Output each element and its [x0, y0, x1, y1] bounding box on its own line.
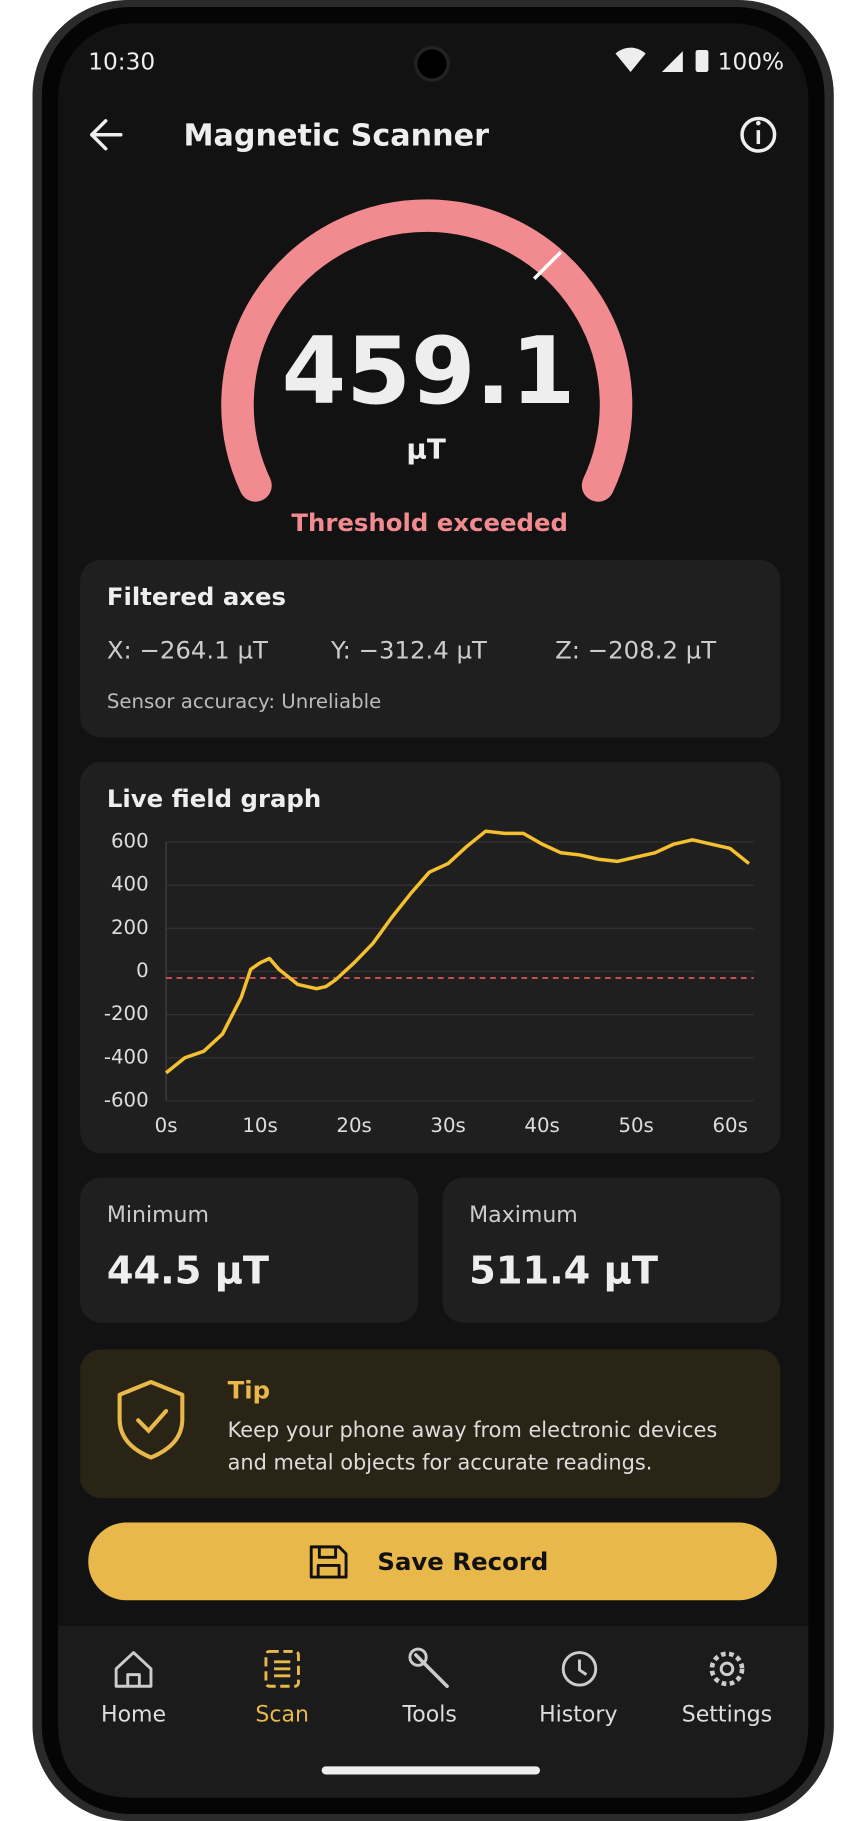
tip-title: Tip	[228, 1375, 270, 1404]
nav-history[interactable]: History	[539, 1651, 618, 1728]
axis-x: X: −264.1 µT	[107, 636, 268, 665]
x-tick-label: 20s	[336, 1114, 371, 1137]
nav-label: Tools	[402, 1702, 457, 1727]
tip-text: and metal objects for accurate readings.	[228, 1450, 653, 1474]
y-tick-label: -200	[104, 1002, 149, 1025]
stat-label: Minimum	[107, 1203, 209, 1228]
x-tick-label: 0s	[155, 1114, 178, 1137]
card-title: Filtered axes	[107, 582, 286, 611]
graph-card	[80, 761, 781, 1154]
axis-y: Y: −312.4 µT	[330, 636, 487, 665]
nav-label: Settings	[682, 1702, 772, 1727]
camera	[414, 45, 451, 82]
battery-icon	[695, 49, 709, 73]
nav-label: History	[539, 1702, 617, 1727]
x-tick-label: 10s	[242, 1114, 277, 1137]
wifi-icon	[615, 47, 646, 73]
nav-bar	[58, 1625, 809, 1798]
gauge-arc	[221, 199, 633, 502]
status-battery: 100%	[718, 48, 784, 75]
sensor-accuracy: Sensor accuracy: Unreliable	[107, 690, 381, 713]
button-label: Save Record	[377, 1547, 548, 1576]
back-button[interactable]	[90, 119, 123, 151]
chart-title: Live field graph	[107, 784, 321, 813]
stat-value: 44.5 µT	[107, 1248, 269, 1293]
header-title: Magnetic Scanner	[183, 119, 489, 154]
y-tick-label: 200	[111, 916, 149, 939]
y-tick-label: 0	[136, 959, 149, 982]
info-button[interactable]	[740, 116, 777, 153]
x-tick-label: 50s	[618, 1114, 653, 1137]
check-icon	[136, 1408, 169, 1434]
gauge-value: 459.1	[282, 317, 576, 425]
x-tick-label: 30s	[430, 1114, 465, 1137]
x-tick-label: 40s	[524, 1114, 559, 1137]
y-tick-label: -400	[104, 1045, 149, 1068]
y-tick-label: 400	[111, 873, 149, 896]
nav-home[interactable]: Home	[101, 1651, 166, 1728]
home-indicator	[321, 1766, 540, 1775]
gauge-status: Threshold exceeded	[291, 508, 568, 537]
status-time: 10:30	[88, 48, 155, 75]
y-tick-label: -600	[104, 1088, 149, 1111]
nav-settings[interactable]: Settings	[682, 1651, 772, 1728]
min-card	[80, 1177, 419, 1323]
y-tick-label: 600	[111, 829, 149, 852]
tip-card	[80, 1349, 781, 1499]
gauge-needle	[532, 250, 563, 280]
tip-text: Keep your phone away from electronic dev…	[228, 1418, 718, 1442]
max-card	[442, 1177, 781, 1323]
axis-z: Z: −208.2 µT	[555, 636, 716, 665]
nav-tools[interactable]: Tools	[402, 1647, 457, 1727]
nav-label: Scan	[255, 1702, 309, 1727]
gauge-unit: µT	[406, 433, 446, 466]
stat-label: Maximum	[469, 1203, 578, 1228]
stat-value: 511.4 µT	[469, 1248, 658, 1293]
data-line	[164, 829, 751, 1075]
shield-icon	[117, 1379, 185, 1460]
axes-card	[80, 559, 781, 738]
save-button[interactable]: Save Record	[88, 1522, 777, 1601]
x-tick-label: 60s	[712, 1114, 747, 1137]
nav-label: Home	[101, 1702, 166, 1727]
nav-scan[interactable]: Scan	[255, 1649, 309, 1727]
